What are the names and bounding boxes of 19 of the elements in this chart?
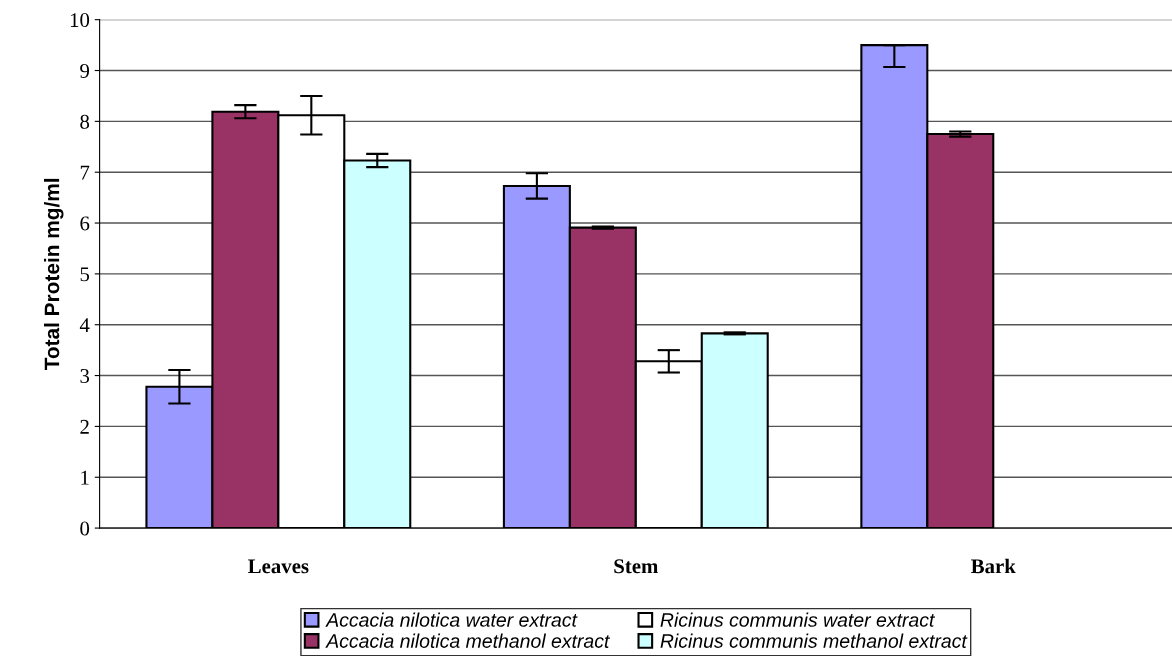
x-tick-label: Leaves	[248, 559, 309, 574]
y-tick-label: 7	[80, 165, 90, 180]
legend-label: Ricinus communis water extract	[660, 612, 936, 627]
y-tick-label: 1	[81, 470, 89, 485]
legend-label: Ricinus communis methanol extract	[660, 633, 968, 648]
y-tick-label: 9	[80, 63, 90, 78]
y-tick-label: 8	[80, 114, 90, 129]
x-tick-label: Stem	[614, 559, 659, 574]
y-tick-label: 4	[79, 318, 90, 332]
x-tick-label: Bark	[971, 558, 1016, 574]
y-tick-label: 5	[80, 267, 90, 282]
y-tick-label: 10	[70, 13, 90, 28]
y-axis-title: Total Protein mg/ml	[44, 178, 64, 371]
legend-label: Accacia nilotica water extract	[325, 612, 578, 627]
y-tick-label: 6	[80, 216, 90, 231]
y-tick-label: 3	[80, 368, 90, 383]
legend-label: Accacia nilotica methanol extract	[325, 633, 611, 648]
y-tick-label: 0	[80, 521, 90, 536]
y-tick-label: 2	[80, 419, 89, 434]
